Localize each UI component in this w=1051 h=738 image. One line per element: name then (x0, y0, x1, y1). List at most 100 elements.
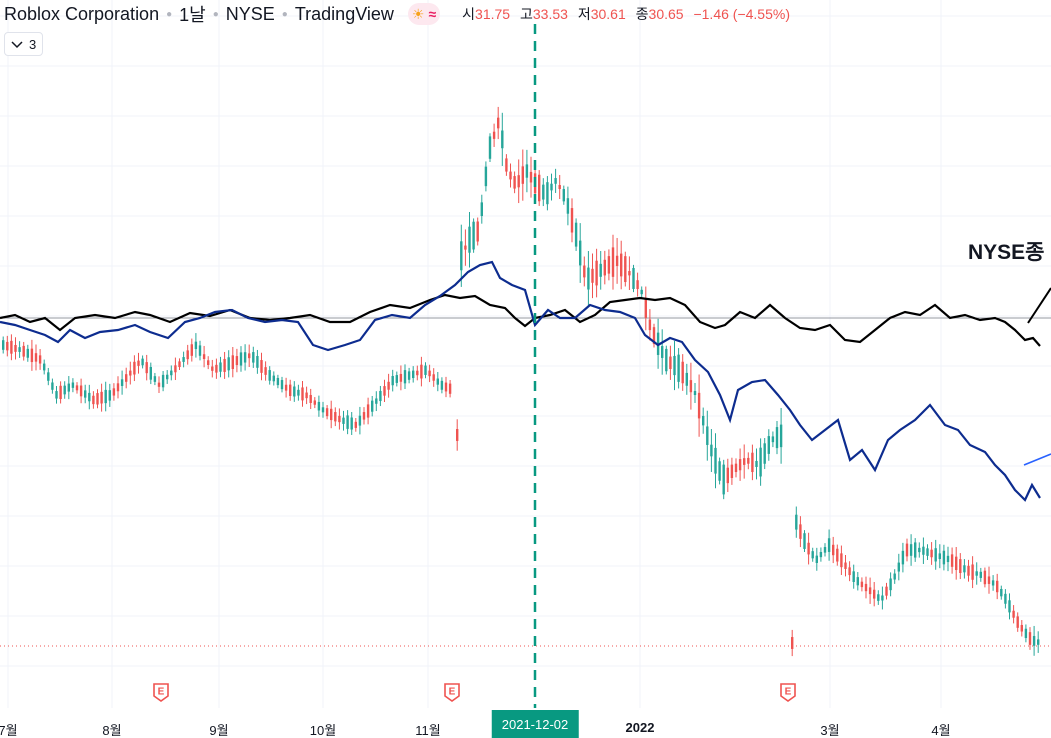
candle-body (755, 460, 758, 467)
candle-body (942, 550, 946, 565)
candle-body (248, 353, 251, 359)
candle-body (476, 221, 479, 242)
candle-body (799, 524, 802, 539)
candle-body (987, 576, 991, 584)
candle-body (366, 404, 370, 418)
time-axis-tick: 2022 (625, 720, 655, 735)
candle-body (509, 171, 512, 180)
candle-body (342, 417, 345, 424)
candle-body (983, 570, 987, 585)
candle-body (844, 562, 847, 569)
candle-body (579, 240, 582, 266)
exchange-label: NYSE (225, 3, 275, 24)
candle-body (673, 355, 676, 376)
change-value: −1.46 (−4.55%) (693, 6, 790, 22)
candle-body (338, 415, 341, 423)
candle-body (2, 340, 5, 350)
candle-body (738, 459, 742, 471)
candle-body (1028, 632, 1032, 645)
price-chart-pane[interactable] (0, 0, 1051, 708)
candle-body (975, 571, 978, 576)
candle-body (771, 436, 775, 443)
market-status-badge[interactable]: ☀ ≈ (407, 3, 441, 25)
candle-body (289, 384, 292, 396)
candle-body (149, 366, 152, 380)
candle-body (424, 365, 427, 375)
candle-body (412, 370, 415, 379)
candle-body (979, 571, 982, 578)
interval-label[interactable]: 1날 (179, 5, 206, 25)
candle-body (272, 375, 275, 382)
candle-body (574, 222, 578, 247)
candle-body (959, 559, 962, 574)
candle-body (14, 344, 17, 352)
earnings-icon[interactable]: E (778, 682, 798, 702)
candle-body (963, 565, 966, 573)
candle-body (362, 412, 366, 420)
candle-body (215, 364, 218, 373)
candle-body (202, 354, 206, 360)
candle-body (358, 415, 362, 426)
candle-body (607, 256, 611, 274)
earnings-label: E (158, 687, 165, 698)
time-axis-tick: 4월 (931, 723, 951, 738)
candle-body (550, 183, 553, 191)
candle-body (562, 189, 565, 202)
candle-body (125, 374, 128, 382)
candle-body (759, 447, 762, 477)
candle-body (1004, 593, 1007, 604)
candle-body (280, 380, 284, 390)
candle-body (399, 373, 403, 382)
candle-body (448, 383, 452, 394)
candle-body (706, 426, 709, 445)
candle-body (198, 345, 202, 356)
earnings-label: E (449, 687, 456, 698)
candle-body (1037, 639, 1040, 645)
candle-body (681, 361, 684, 384)
candle-body (583, 265, 586, 278)
earnings-icon[interactable]: E (151, 682, 171, 702)
candle-body (6, 341, 9, 351)
time-axis-tick: 7월 (0, 723, 18, 738)
candle-body (505, 158, 508, 172)
candle-body (591, 268, 594, 283)
candle-body (558, 184, 561, 190)
sun-cloud-icon: ☀ (411, 5, 425, 22)
candle-body (468, 226, 471, 253)
candle-body (832, 544, 835, 556)
candle-body (480, 202, 483, 217)
candle-body (1000, 588, 1003, 597)
candle-body (346, 415, 349, 429)
candle-body (1016, 616, 1019, 628)
candle-body (395, 375, 398, 383)
earnings-icon[interactable]: E (442, 682, 462, 702)
candle-body (18, 347, 21, 352)
candle-body (26, 348, 29, 358)
candle-body (918, 547, 921, 553)
candle-body (293, 386, 296, 397)
candle-body (852, 571, 855, 582)
candle-body (905, 543, 909, 557)
candle-body (223, 358, 226, 372)
candle-body (893, 573, 896, 580)
symbol-name[interactable]: Roblox Corporation (4, 3, 160, 24)
low-label: 저 (577, 6, 591, 22)
candle-body (840, 553, 843, 568)
candle-body (116, 383, 120, 392)
candle-body (648, 319, 652, 331)
candle-body (133, 361, 136, 375)
candle-body (325, 408, 329, 417)
candle-body (321, 407, 325, 413)
candle-body (603, 259, 606, 276)
close-value: 30.65 (648, 6, 684, 22)
candle-body (1032, 636, 1036, 646)
candle-body (914, 542, 917, 558)
candle-body (640, 289, 643, 295)
candle-body (174, 365, 177, 373)
indicators-collapse-button[interactable]: 3 (4, 32, 44, 56)
candle-body (88, 392, 91, 402)
candle-body (43, 363, 46, 371)
candle-body (268, 370, 271, 381)
candle-body (587, 267, 590, 290)
